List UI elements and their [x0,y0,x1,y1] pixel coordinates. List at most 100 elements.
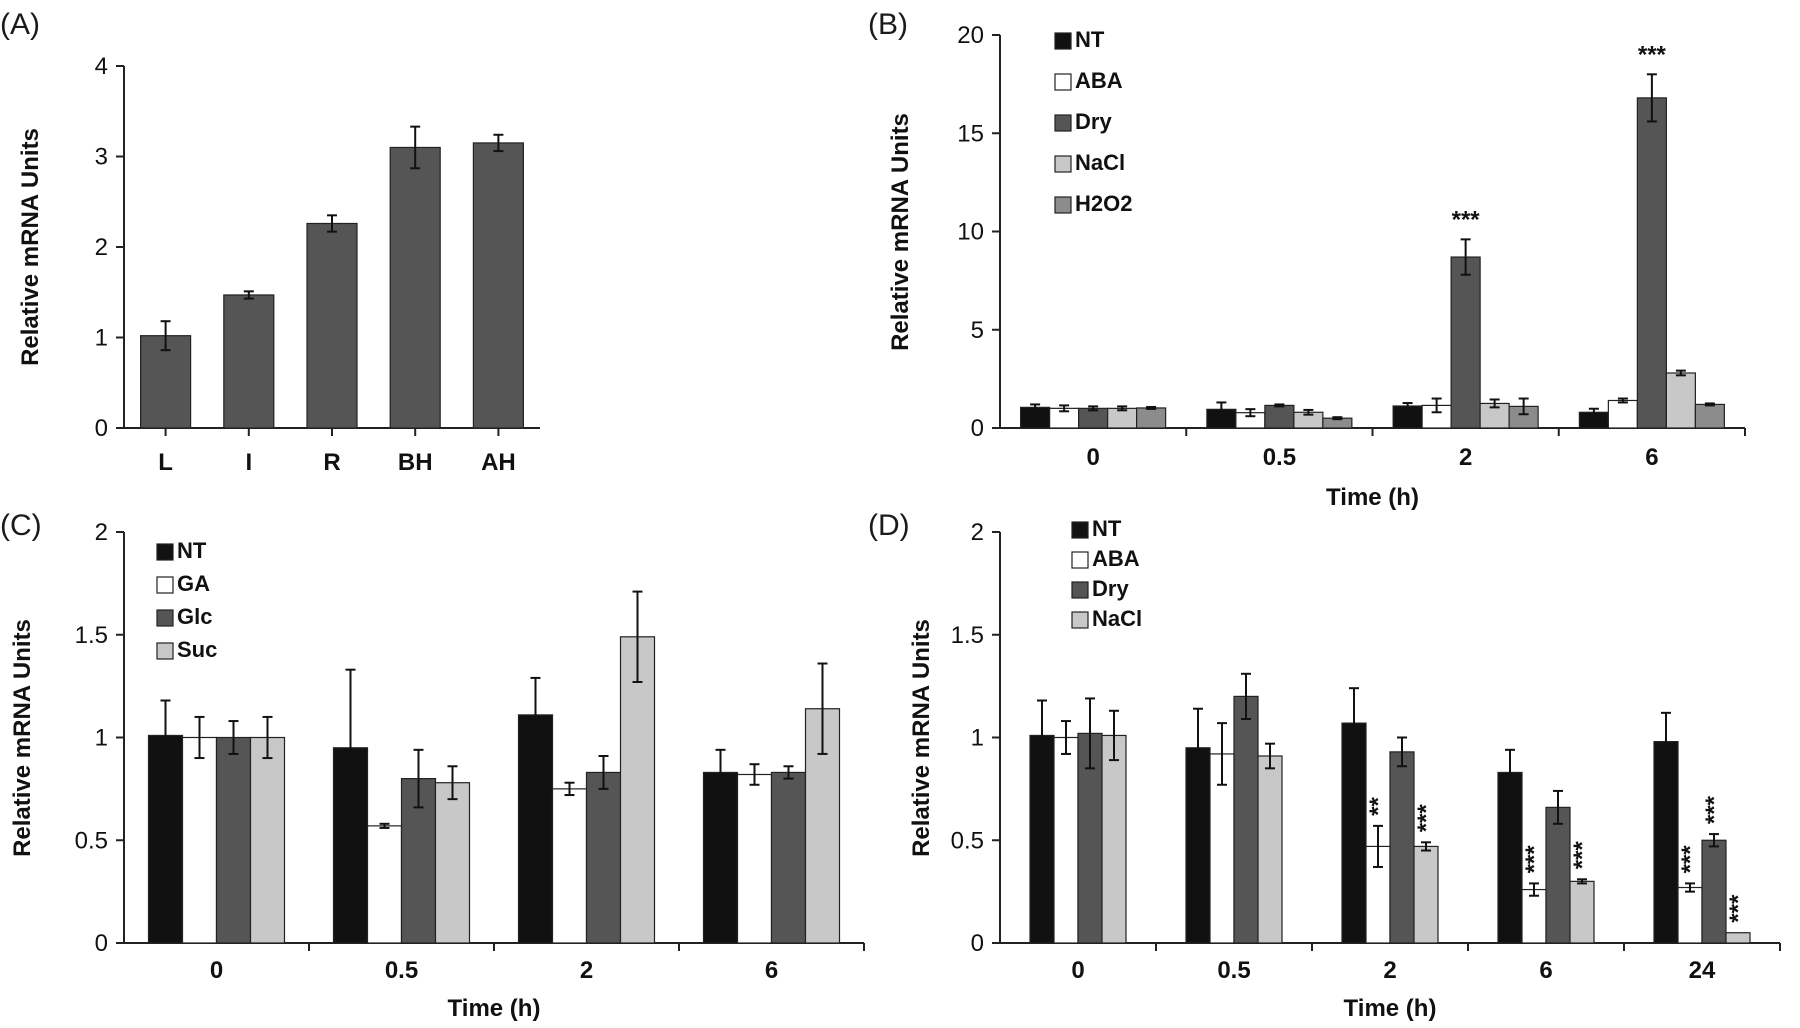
legend-swatch [1054,196,1072,214]
bar [1053,736,1079,944]
legend-swatch [1071,611,1089,629]
bar [249,736,286,944]
y-axis-label: Relative mRNA Units [908,619,935,857]
legend-label: Dry [1075,109,1112,134]
legend-swatch [1054,73,1072,91]
bar [1264,404,1295,429]
x-tick-label: 0.5 [1263,444,1296,471]
bar [1233,695,1259,944]
legend-swatch [156,609,174,627]
significance-marker: *** [1725,894,1752,923]
bar [517,714,554,944]
y-axis-label: Relative mRNA Units [9,619,36,857]
significance-marker: *** [1677,845,1704,874]
y-tick-label: 10 [957,219,984,246]
legend-swatch [156,543,174,561]
legend-label: NT [1092,516,1122,541]
panel-label: (A) [0,8,40,41]
panel-label: (C) [0,509,42,542]
y-tick-label: 0 [95,930,108,957]
legend-label: Dry [1092,576,1129,601]
panel-a: (A) 0 1 2 3 4 Relative mRNA Units L I R BH AH [0,8,540,476]
y-tick-label: 1.5 [75,622,108,649]
significance-marker: *** [1638,41,1667,68]
bar [472,142,524,429]
legend-swatch [156,576,174,594]
legend-label: ABA [1092,546,1140,571]
y-tick-label: 1.5 [951,622,984,649]
y-tick-label: 2 [95,234,108,261]
y-tick-label: 5 [971,317,984,344]
bar [1257,755,1283,944]
bar [1450,256,1481,429]
bar [223,294,275,429]
legend-swatch [1071,521,1089,539]
significance-marker: *** [1701,795,1728,824]
bar [1521,888,1547,944]
bar [1136,407,1167,429]
x-tick-label: BH [398,449,433,476]
panel-d: (D) 0 0.5 1 1.5 2 Relative mRNA Units 0 0.5 2 6 24 *… [868,509,1781,1022]
y-tick-label: 0 [95,415,108,442]
y-axis-label: Relative mRNA Units [17,128,44,366]
legend-swatch [1071,581,1089,599]
bar [1677,886,1703,944]
bar [585,771,622,944]
legend-label: NaCl [1092,606,1142,631]
y-tick-label: 0.5 [951,827,984,854]
y-tick-label: 1 [95,325,108,352]
y-tick-label: 15 [957,120,984,147]
x-tick-label: 0.5 [385,957,418,984]
y-tick-label: 0 [971,415,984,442]
y-tick-label: 2 [971,519,984,546]
bar [619,636,656,944]
legend-label: Suc [177,637,217,662]
bar [181,736,218,944]
x-tick-label: AH [481,449,516,476]
bar [306,222,358,429]
bar [1101,734,1127,944]
bar [702,771,739,944]
bar [389,146,441,429]
bar [1694,403,1725,429]
bar [1665,372,1696,429]
legend-label: ABA [1075,68,1123,93]
y-tick-label: 2 [95,519,108,546]
bar [1569,880,1595,944]
legend-swatch [1071,551,1089,569]
x-tick-label: 0.5 [1217,957,1250,984]
legend-label: NT [1075,27,1105,52]
x-tick-label: 6 [765,957,778,984]
panel-b: (B) 0 5 10 15 20 Relative mRNA Units 0 0.5 2 6 *** *… [868,8,1746,511]
panel-label: (D) [868,509,910,542]
significance-marker: *** [1569,841,1596,870]
panel-label: (B) [868,8,908,41]
x-axis-label: Time (h) [1344,995,1437,1022]
y-tick-label: 0 [971,930,984,957]
bar [434,782,471,944]
y-tick-label: 3 [95,144,108,171]
x-tick-label: I [245,449,252,476]
x-tick-label: 6 [1645,444,1658,471]
bar [1413,845,1439,944]
bar [1389,751,1415,944]
y-tick-label: 20 [957,22,984,49]
bar [1545,806,1571,944]
legend-label: GA [177,571,210,596]
bar [736,773,773,944]
x-tick-label: 6 [1539,957,1552,984]
x-tick-label: 0 [1086,444,1099,471]
x-tick-label: 0 [1071,957,1084,984]
x-tick-label: R [323,449,340,476]
legend-label: Glc [177,604,212,629]
significance-marker: *** [1413,804,1440,833]
bar [770,771,807,944]
panel-c: (C) 0 0.5 1 1.5 2 Relative mRNA Units 0 0.5 2 6 Tim… [0,509,865,1022]
bar [215,736,252,944]
significance-marker: ** [1365,797,1392,816]
bar [551,788,588,944]
legend-label: H2O2 [1075,191,1132,216]
legend-swatch [156,642,174,660]
significance-marker: *** [1521,845,1548,874]
x-tick-label: 0 [210,957,223,984]
